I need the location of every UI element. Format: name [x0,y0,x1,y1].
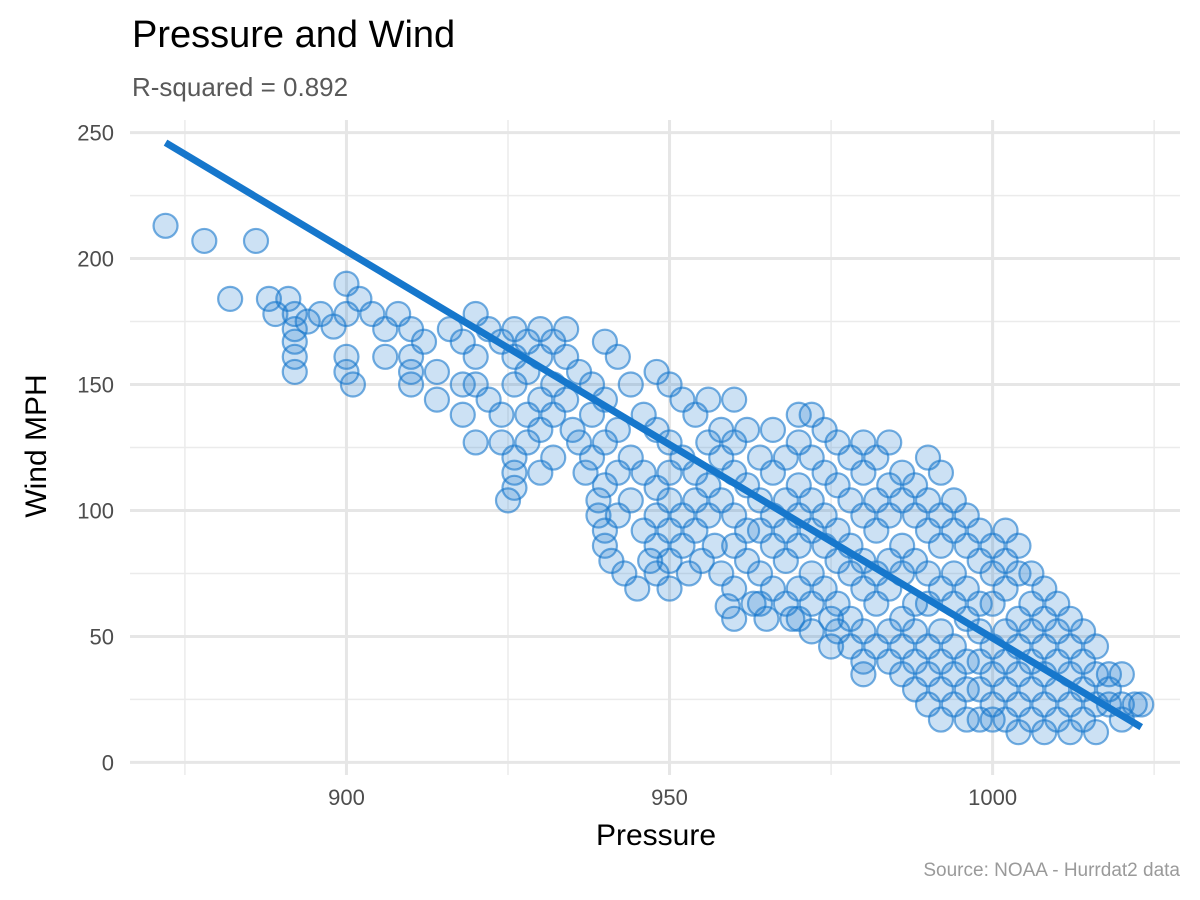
data-point [217,285,244,312]
grid-lines [130,120,1180,775]
data-point [339,371,367,398]
data-point [372,343,399,370]
data-point [617,487,644,514]
data-point [591,532,619,559]
data-point [152,212,179,239]
y-tick-label: 0 [102,750,114,775]
data-point [501,474,528,501]
data-point [779,605,806,632]
data-point [553,386,580,413]
y-axis-title: Wind MPH [20,374,53,517]
data-point [501,459,528,486]
data-point [817,633,845,660]
data-point [281,358,308,386]
data-point [255,285,283,312]
data-point [275,285,302,312]
source-caption: Source: NOAA - Hurrdat2 data [923,860,1180,881]
data-point [701,532,728,559]
data-point [333,358,360,386]
data-point [604,343,631,370]
data-point [488,401,515,428]
data-point [1005,532,1032,559]
data-point [559,416,586,443]
data-point [585,487,612,514]
y-tick-label: 150 [77,373,114,398]
data-point [695,386,722,413]
data-point [721,386,748,413]
x-tick-label: 900 [328,785,365,810]
data-point [927,459,955,486]
data-point [572,459,599,486]
data-point [1082,719,1110,746]
data-point [191,227,218,255]
x-tick-label: 950 [651,785,688,810]
data-point [281,328,308,355]
data-points [152,212,1155,746]
data-point [242,227,270,255]
data-point [294,308,321,335]
data-point [281,300,308,328]
data-point [733,416,761,443]
data-point [410,328,438,355]
data-point [333,343,360,370]
x-axis-title: Pressure [596,819,716,852]
data-point [759,416,787,443]
data-point [1121,691,1148,718]
data-point [1108,661,1135,688]
data-point [624,575,651,602]
data-point [1128,691,1155,718]
data-point [876,429,903,456]
data-point [850,661,877,688]
data-point [798,618,825,645]
data-point [637,547,664,574]
data-point [494,487,522,514]
data-point [397,371,425,398]
data-point [462,429,489,456]
trend-line-group [163,139,1144,731]
data-point [604,416,631,443]
data-point [656,575,683,602]
chart-title: Pressure and Wind [132,14,456,56]
tick-labels: 900 950 1000 0 50 100 150 200 250 [77,121,1017,810]
data-point [449,401,476,428]
data-point [753,605,780,632]
data-point [721,605,748,632]
data-point [423,386,451,413]
y-tick-label: 100 [77,498,114,523]
chart-subtitle: R-squared = 0.892 [132,72,349,102]
data-point [1082,633,1110,660]
data-point [540,444,567,471]
data-point [423,358,451,386]
data-point [553,315,580,343]
data-point [281,343,308,370]
data-point [817,605,845,632]
y-tick-label: 250 [77,121,114,146]
data-point [585,502,612,529]
x-tick-label: 1000 [968,785,1017,810]
trend-line [163,139,1144,731]
y-tick-label: 200 [77,247,114,272]
data-point [462,343,489,370]
y-tick-label: 50 [90,624,114,649]
data-point [617,371,644,398]
data-point [721,575,748,602]
